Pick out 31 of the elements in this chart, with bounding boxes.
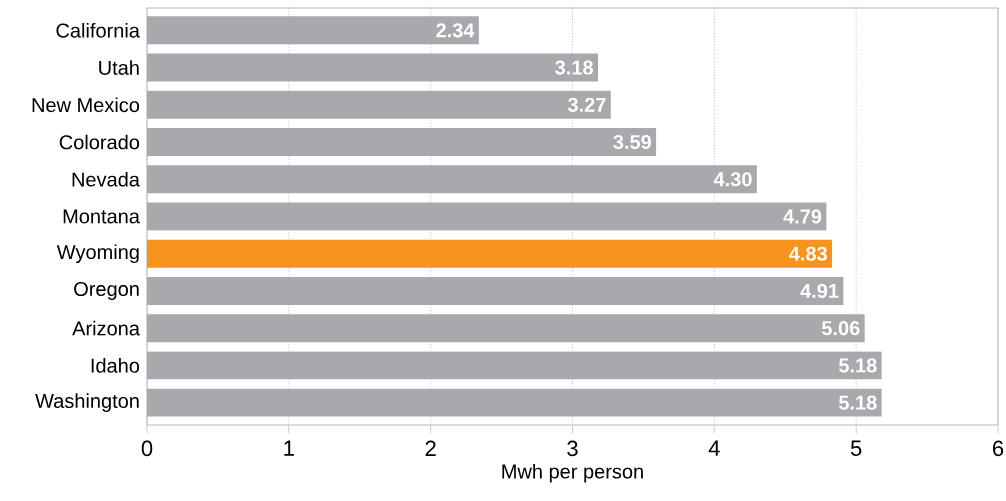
data-label: 4.83	[789, 246, 827, 261]
x-tick-label: 6	[993, 440, 1004, 457]
x-axis-title: Mwh per person	[502, 463, 643, 483]
data-label: 2.34	[436, 23, 475, 38]
data-label: 5.06	[821, 321, 860, 336]
y-tick-label: Wyoming	[56, 244, 139, 264]
data-label: 4.30	[713, 172, 752, 187]
bar	[147, 239, 833, 268]
y-tick-label: Colorado	[59, 134, 140, 150]
data-label: 3.18	[555, 60, 594, 75]
y-tick-label: Nevada	[72, 171, 140, 187]
x-tick-label: 4	[708, 440, 720, 456]
y-tick-label: Oregon	[74, 281, 139, 301]
y-tick-label: Arizona	[72, 320, 140, 336]
data-label: 4.91	[800, 283, 839, 299]
x-tick-label: 3	[567, 440, 578, 457]
x-tick-label: 2	[425, 440, 436, 456]
data-label: 4.79	[783, 209, 822, 224]
y-tick-label: Washington	[35, 393, 139, 412]
y-tick-label: Montana	[63, 209, 140, 224]
y-tick-label: Idaho	[91, 358, 140, 373]
y-tick-label: California	[56, 22, 140, 38]
data-label: 5.18	[838, 395, 877, 410]
data-label: 3.59	[613, 134, 652, 150]
data-label: 5.18	[838, 358, 877, 373]
x-tick-label: 5	[850, 440, 862, 456]
y-tick-label: Utah	[99, 60, 139, 75]
y-tick-label: New Mexico	[32, 97, 140, 113]
x-tick-label: 0	[141, 440, 153, 457]
x-tick-label: 1	[284, 440, 294, 456]
data-label: 3.27	[567, 97, 606, 112]
